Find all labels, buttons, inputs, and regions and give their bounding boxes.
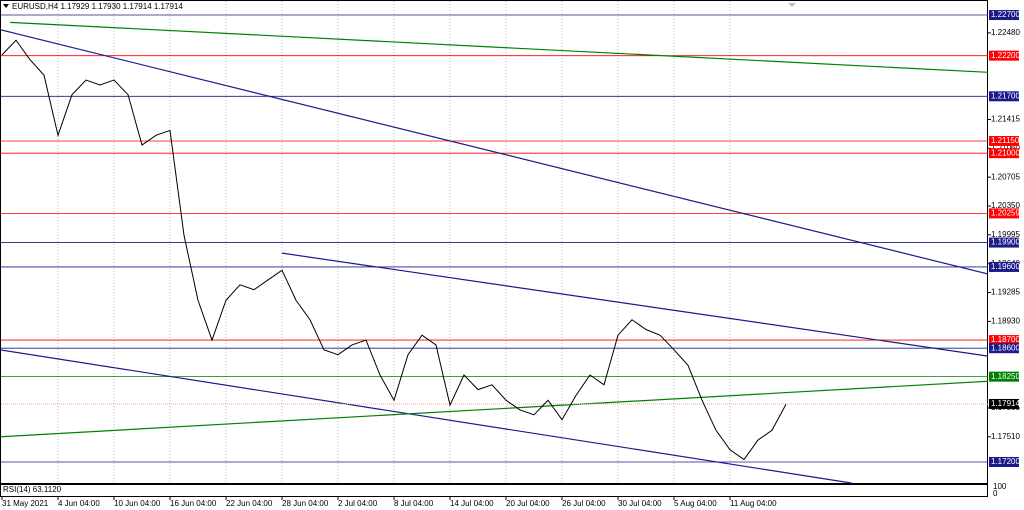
level-box [989,135,1019,146]
y-tick-label: 1.20705 [991,172,1020,181]
indicator-frame [0,484,988,497]
level-box [989,261,1019,272]
level-label: 1.21000 [991,148,1020,157]
level-box [989,91,1019,102]
level-label: 1.17200 [991,457,1020,466]
trendline [1,349,853,484]
x-tick-label: 5 Aug 04:00 [674,499,717,508]
indicator-scale: 100 [993,482,1007,491]
level-label: 1.22700 [991,10,1020,19]
level-label: 1.21700 [991,91,1020,100]
level-box [989,456,1019,467]
x-tick-label: 10 Jun 04:00 [114,499,161,508]
chart-title: EURUSD,H4 1.17929 1.17930 1.17914 1.1791… [12,2,183,11]
level-label: 1.18600 [991,343,1020,352]
y-tick-label: 1.19285 [991,288,1020,297]
level-label: 1.19600 [991,262,1020,271]
x-tick-label: 11 Aug 04:00 [730,499,777,508]
x-tick-label: 30 Jul 04:00 [618,499,662,508]
y-tick-label: 1.22480 [991,28,1020,37]
x-tick-label: 31 May 2021 [2,499,49,508]
y-tick-label: 1.17510 [991,432,1020,441]
shift-marker [788,3,796,7]
y-tick-label: 1.18930 [991,317,1020,326]
level-label: 1.22200 [991,51,1020,60]
level-label: 1.18700 [991,335,1020,344]
x-tick-label: 26 Jul 04:00 [562,499,606,508]
trendline [1,380,988,438]
x-tick-label: 22 Jun 04:00 [226,499,273,508]
y-tick-label: 1.19995 [991,230,1020,239]
level-box [989,237,1019,248]
x-tick-label: 2 Jul 04:00 [338,499,378,508]
current-price-box [989,398,1019,409]
trendline [1,29,988,275]
plot-frame [0,0,988,484]
level-label: 1.18250 [991,372,1020,381]
level-box [989,343,1019,354]
trendline [281,252,988,357]
level-label: 1.20259 [991,209,1020,218]
y-tick-label: 1.21415 [991,115,1020,124]
level-label: 1.19900 [991,238,1020,247]
level-box [989,50,1019,61]
x-tick-label: 4 Jun 04:00 [58,499,100,508]
menu-arrow[interactable] [3,4,9,8]
level-label: 1.21150 [991,136,1020,145]
level-box [989,371,1019,382]
level-box [989,148,1019,159]
x-tick-label: 28 Jun 04:00 [282,499,329,508]
x-tick-label: 8 Jul 04:00 [394,499,434,508]
level-box [989,335,1019,346]
level-box [989,208,1019,219]
x-tick-label: 20 Jul 04:00 [506,499,550,508]
x-tick-label: 14 Jul 04:00 [450,499,494,508]
indicator-label: RSI(14) 63.1120 [3,485,62,494]
x-tick-label: 16 Jun 04:00 [170,499,217,508]
y-tick-label: 1.21060 [991,143,1020,152]
current-price-label: 1.17914 [991,399,1020,408]
trendline [9,21,988,73]
price-line [1,39,787,461]
indicator-scale: 0 [993,489,998,498]
level-box [989,10,1019,21]
y-tick-label: 1.20350 [991,201,1020,210]
